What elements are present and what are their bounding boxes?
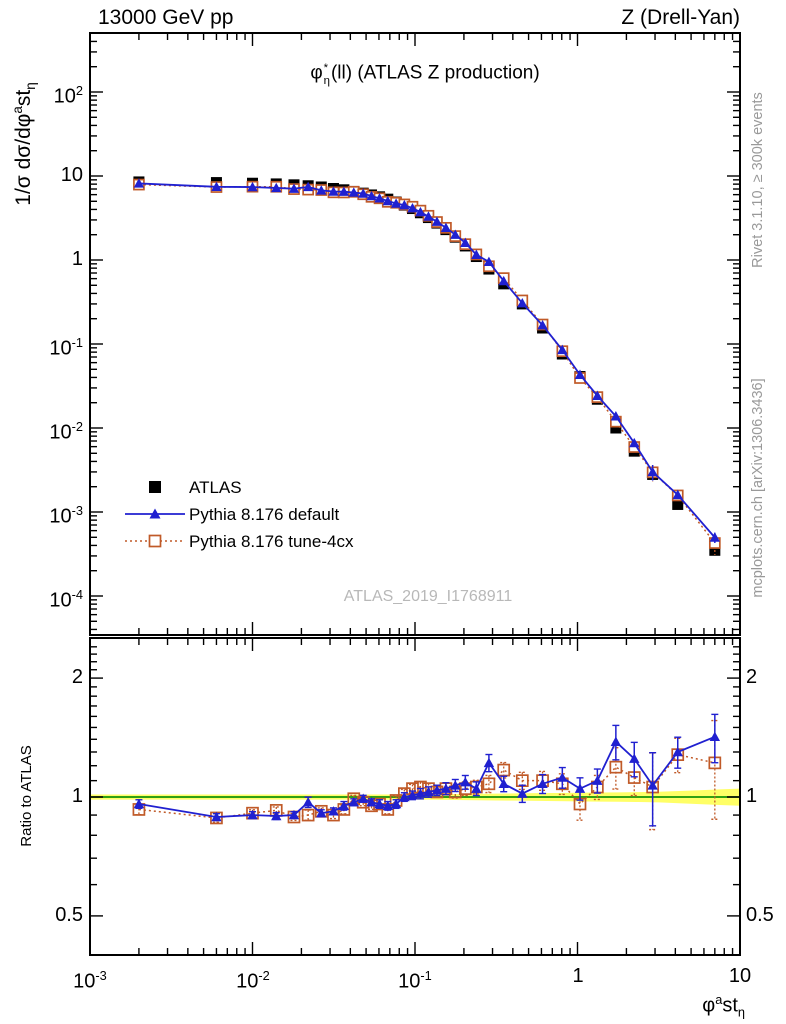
process-label: Z (Drell-Yan) <box>621 6 740 29</box>
x-tick-label: 10 <box>728 965 752 987</box>
legend-marker-atlas <box>149 481 161 493</box>
main-y-tick-label: 1 <box>71 248 83 270</box>
ratio-series-pythia-4cx <box>132 719 722 831</box>
title-supsub: * η <box>323 62 330 87</box>
title-rest: (ll) (ATLAS Z production) <box>330 62 540 84</box>
x-tick-label: 1 <box>572 965 584 987</box>
main-y-tick-label: 10-3 <box>49 503 83 528</box>
beam-energy-label: 13000 GeV pp <box>98 6 234 29</box>
legend-label-atlas: ATLAS <box>189 478 242 497</box>
analysis-id-watermark: ATLAS_2019_I1768911 <box>343 588 513 605</box>
main-y-tick-label: 10-4 <box>49 587 83 612</box>
series-pythia-default <box>133 178 721 544</box>
x-axis-label: φastη <box>702 992 745 1020</box>
series-atlas-data <box>133 176 721 556</box>
legend-label-pythia-4cx: Pythia 8.176 tune-4cx <box>189 532 354 551</box>
ratio-y-tick-label-left: 0.5 <box>55 904 83 926</box>
title-phi: φ <box>310 62 323 84</box>
axis-ticks <box>89 33 741 955</box>
ratio-series-pythia-default <box>133 713 721 827</box>
ratio-y-tick-label-left: 2 <box>71 666 83 688</box>
rivet-version-credit: Rivet 3.1.10, ≥ 300k events <box>750 92 766 268</box>
main-y-tick-label: 10-1 <box>49 335 83 360</box>
ratio-y-tick-label-left: 1 <box>71 785 83 807</box>
legend-label-pythia-default: Pythia 8.176 default <box>189 505 340 524</box>
main-panel-frame <box>89 32 741 636</box>
series-pythia-4cx <box>133 178 721 556</box>
legend-marker-pythia-4cx <box>148 534 162 548</box>
ratio-y-tick-label-right: 2 <box>746 666 758 688</box>
legend-marker-pythia-default <box>149 508 161 519</box>
ratio-y-tick-label-right: 1 <box>746 785 758 807</box>
ratio-y-tick-label-right: 0.5 <box>746 904 774 926</box>
observable-title: φ * η (ll) (ATLAS Z production) <box>240 62 610 87</box>
main-y-tick-label: 10 <box>60 164 83 186</box>
x-tick-label: 10-3 <box>73 968 107 993</box>
legend-icons <box>125 481 185 548</box>
x-tick-label: 10-2 <box>236 968 270 993</box>
main-y-tick-label: 10-2 <box>49 419 83 444</box>
mcplots-arxiv-credit: mcplots.cern.ch [arXiv:1306.3436] <box>750 378 766 598</box>
main-y-tick-label: 102 <box>53 83 83 108</box>
x-tick-label: 10-1 <box>398 968 432 993</box>
